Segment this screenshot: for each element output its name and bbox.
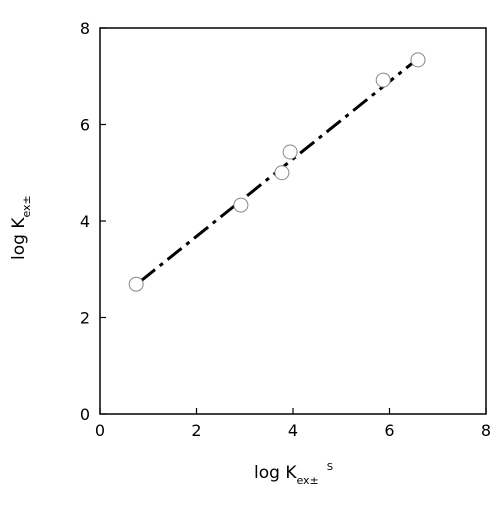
y-tick-label: 8 — [80, 19, 90, 38]
x-axis-label: log Kex± S — [254, 462, 333, 487]
data-point — [128, 276, 144, 292]
y-tick-label: 0 — [80, 405, 90, 424]
x-label-sub: ex± — [296, 474, 318, 487]
data-point — [282, 144, 298, 160]
x-tick-label: 6 — [384, 421, 394, 440]
y-tick-label: 2 — [80, 309, 90, 328]
data-point — [375, 72, 391, 88]
x-tick-label: 8 — [481, 421, 491, 440]
y-tick-label: 6 — [80, 116, 90, 135]
data-point — [410, 52, 426, 68]
x-tick-label: 4 — [288, 421, 298, 440]
x-tick-label: 2 — [191, 421, 201, 440]
x-tick-label: 0 — [95, 421, 105, 440]
data-point — [233, 197, 249, 213]
y-label-main: log K — [9, 217, 29, 260]
plot-frame — [99, 27, 487, 415]
x-label-sup: S — [327, 462, 333, 473]
y-label-sub: ex± — [20, 195, 33, 217]
data-point — [274, 165, 290, 181]
x-label-main: log K — [254, 463, 297, 483]
y-tick-label: 4 — [80, 212, 90, 231]
y-axis-label: log Kex± — [9, 195, 33, 260]
